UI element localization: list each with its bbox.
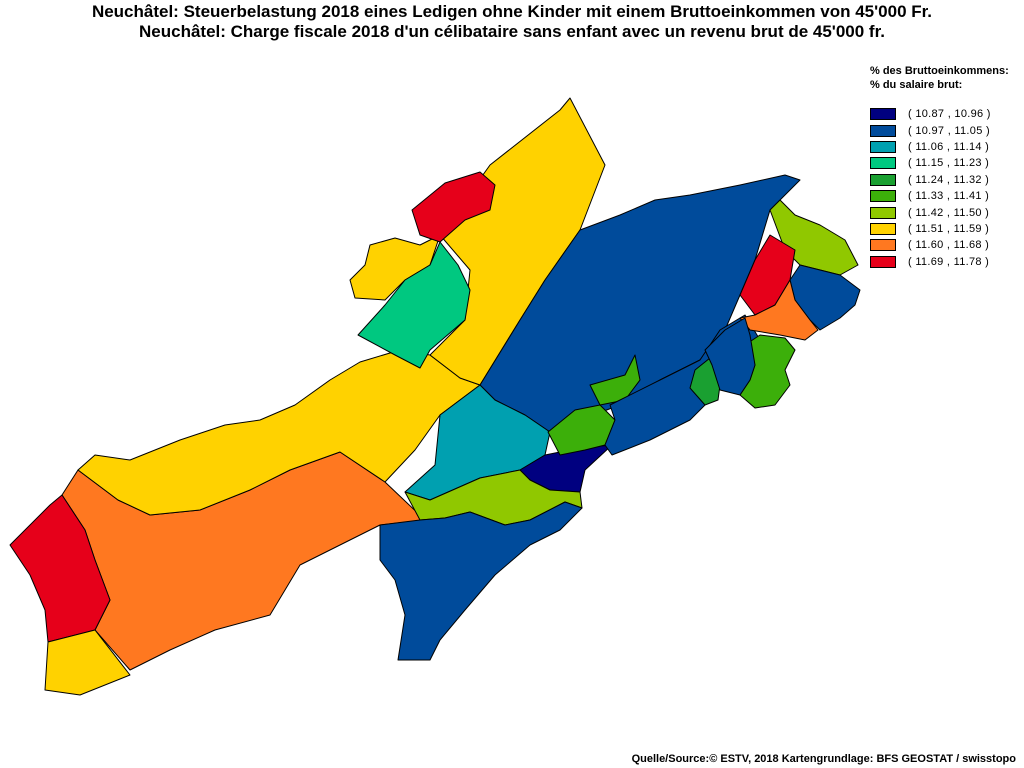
legend-label: ( 11.24 , 11.32 ) [908, 173, 990, 186]
map-legend: % des Bruttoeinkommens: % du salaire bru… [870, 64, 1009, 270]
legend-item: ( 11.51 , 11.59 ) [870, 221, 1009, 237]
legend-label: ( 11.42 , 11.50 ) [908, 206, 990, 219]
legend-title-german: % des Bruttoeinkommens: [870, 65, 1009, 77]
legend-item: ( 11.42 , 11.50 ) [870, 204, 1009, 220]
legend-swatch [870, 108, 896, 121]
legend-label: ( 11.69 , 11.78 ) [908, 255, 990, 268]
legend-label: ( 11.51 , 11.59 ) [908, 222, 990, 235]
legend-label: ( 10.97 , 11.05 ) [908, 124, 990, 137]
legend-swatch [870, 255, 896, 268]
legend-swatch [870, 157, 896, 170]
legend-swatch [870, 173, 896, 186]
legend-item: ( 11.60 , 11.68 ) [870, 237, 1009, 253]
legend-item: ( 10.87 , 10.96 ) [870, 106, 1009, 122]
legend-label: ( 11.60 , 11.68 ) [908, 239, 990, 252]
legend-item: ( 11.69 , 11.78 ) [870, 254, 1009, 270]
legend-label: ( 11.33 , 11.41 ) [908, 190, 990, 203]
legend-swatch [870, 222, 896, 235]
legend-swatch [870, 239, 896, 252]
legend-items: ( 10.87 , 10.96 ) ( 10.97 , 11.05 ) ( 11.0… [870, 106, 1009, 270]
legend-item: ( 11.06 , 11.14 ) [870, 139, 1009, 155]
legend-item: ( 11.24 , 11.32 ) [870, 172, 1009, 188]
region-southwest-yellow [44, 629, 131, 696]
legend-item: ( 11.15 , 11.23 ) [870, 155, 1009, 171]
source-credit: Quelle/Source:© ESTV, 2018 Kartengrundla… [631, 753, 1016, 765]
region-west-red [9, 494, 111, 643]
legend-swatch [870, 124, 896, 137]
title-french: Neuchâtel: Charge fiscale 2018 d'un céli… [139, 22, 885, 41]
legend-title: % des Bruttoeinkommens: % du salaire bru… [870, 64, 1009, 92]
legend-swatch [870, 190, 896, 203]
legend-label: ( 11.06 , 11.14 ) [908, 140, 990, 153]
legend-swatch [870, 140, 896, 153]
region-center-green-2 [589, 354, 641, 406]
map-titles: Neuchâtel: Steuerbelastung 2018 eines Le… [0, 2, 1024, 42]
region-east-blue [704, 317, 756, 396]
title-german: Neuchâtel: Steuerbelastung 2018 eines Le… [91, 2, 933, 21]
region-north-red [411, 171, 496, 243]
legend-item: ( 11.33 , 11.41 ) [870, 188, 1009, 204]
legend-label: ( 10.87 , 10.96 ) [908, 108, 991, 121]
legend-swatch [870, 206, 896, 219]
region-south-blue [379, 501, 583, 661]
legend-label: ( 11.15 , 11.23 ) [908, 157, 990, 170]
legend-item: ( 10.97 , 11.05 ) [870, 122, 1009, 138]
legend-title-french: % du salaire brut: [870, 79, 963, 91]
region-north-teal-green [357, 241, 471, 369]
